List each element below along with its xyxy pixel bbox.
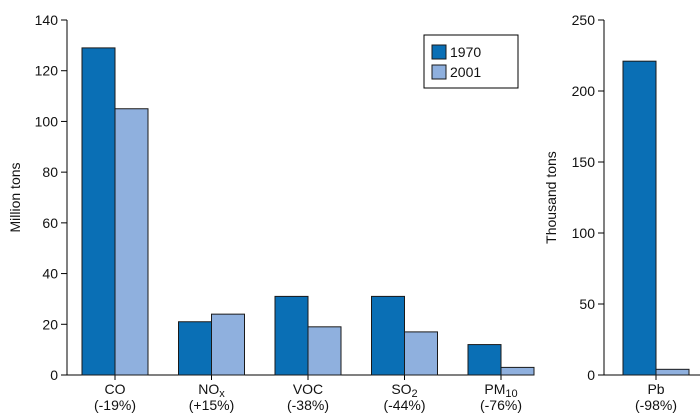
legend: 1970 2001: [423, 34, 519, 89]
x-category-change-label: (-44%): [383, 397, 425, 413]
y-tick-label: 80: [42, 164, 58, 180]
y-tick-label: 60: [42, 215, 58, 231]
bar-2001-nox: [211, 313, 245, 376]
x-category-label: PM10: [484, 381, 517, 400]
y-tick-label: 0: [587, 367, 595, 383]
chart-panel-1: 0 20 40 60 80 100 120 140 Million tons CO(-19%) NO…: [7, 12, 535, 413]
bar-1970-voc: [274, 295, 309, 376]
y-tick-label: 40: [42, 266, 58, 282]
legend-swatch-2001: [431, 64, 447, 80]
x-category-label: VOC: [293, 381, 323, 397]
y-tick-label: 120: [35, 63, 59, 79]
bar-1970-pb: [622, 60, 657, 376]
chart-panel-2: 0 50 100 150 200 250 Thousand tons Pb(-98%): [543, 12, 700, 413]
x-category-change-label: (-19%): [94, 397, 136, 413]
bar-2001-voc: [307, 326, 342, 376]
x-category-label: CO: [105, 381, 126, 397]
x-category-change-label: (-38%): [287, 397, 329, 413]
legend-label-1970: 1970: [450, 44, 481, 60]
x-category-label: SO2: [391, 381, 417, 400]
x-category-label: NOx: [198, 381, 225, 400]
bar-2001-co: [114, 108, 149, 376]
bar-2001-pb: [655, 368, 690, 376]
y-tick-label: 100: [572, 225, 596, 241]
bar-2001-pm10: [500, 366, 535, 376]
y-tick-label: 140: [35, 12, 59, 28]
bar-2001-so2: [404, 331, 438, 376]
x-category-change-label: (+15%): [189, 397, 235, 413]
y-tick-label: 50: [579, 296, 595, 312]
legend-swatch-1970: [431, 44, 447, 60]
y-axis-label: Thousand tons: [543, 151, 559, 244]
x-category-label: Pb: [647, 381, 664, 397]
x-category-change-label: (-76%): [480, 397, 522, 413]
y-tick-label: 150: [572, 154, 596, 170]
y-tick-label: 250: [572, 12, 596, 28]
y-tick-label: 200: [572, 83, 596, 99]
bar-1970-so2: [371, 295, 405, 376]
y-axis-label: Million tons: [7, 162, 23, 232]
y-tick-label: 20: [42, 316, 58, 332]
bar-1970-pm10: [467, 344, 502, 376]
y-tick-label: 0: [50, 367, 58, 383]
y-tick-label: 100: [35, 113, 59, 129]
legend-box: [423, 34, 519, 89]
bar-1970-co: [81, 47, 116, 376]
legend-label-2001: 2001: [450, 64, 481, 80]
bar-1970-nox: [178, 321, 212, 376]
x-category-change-label: (-98%): [635, 397, 677, 413]
